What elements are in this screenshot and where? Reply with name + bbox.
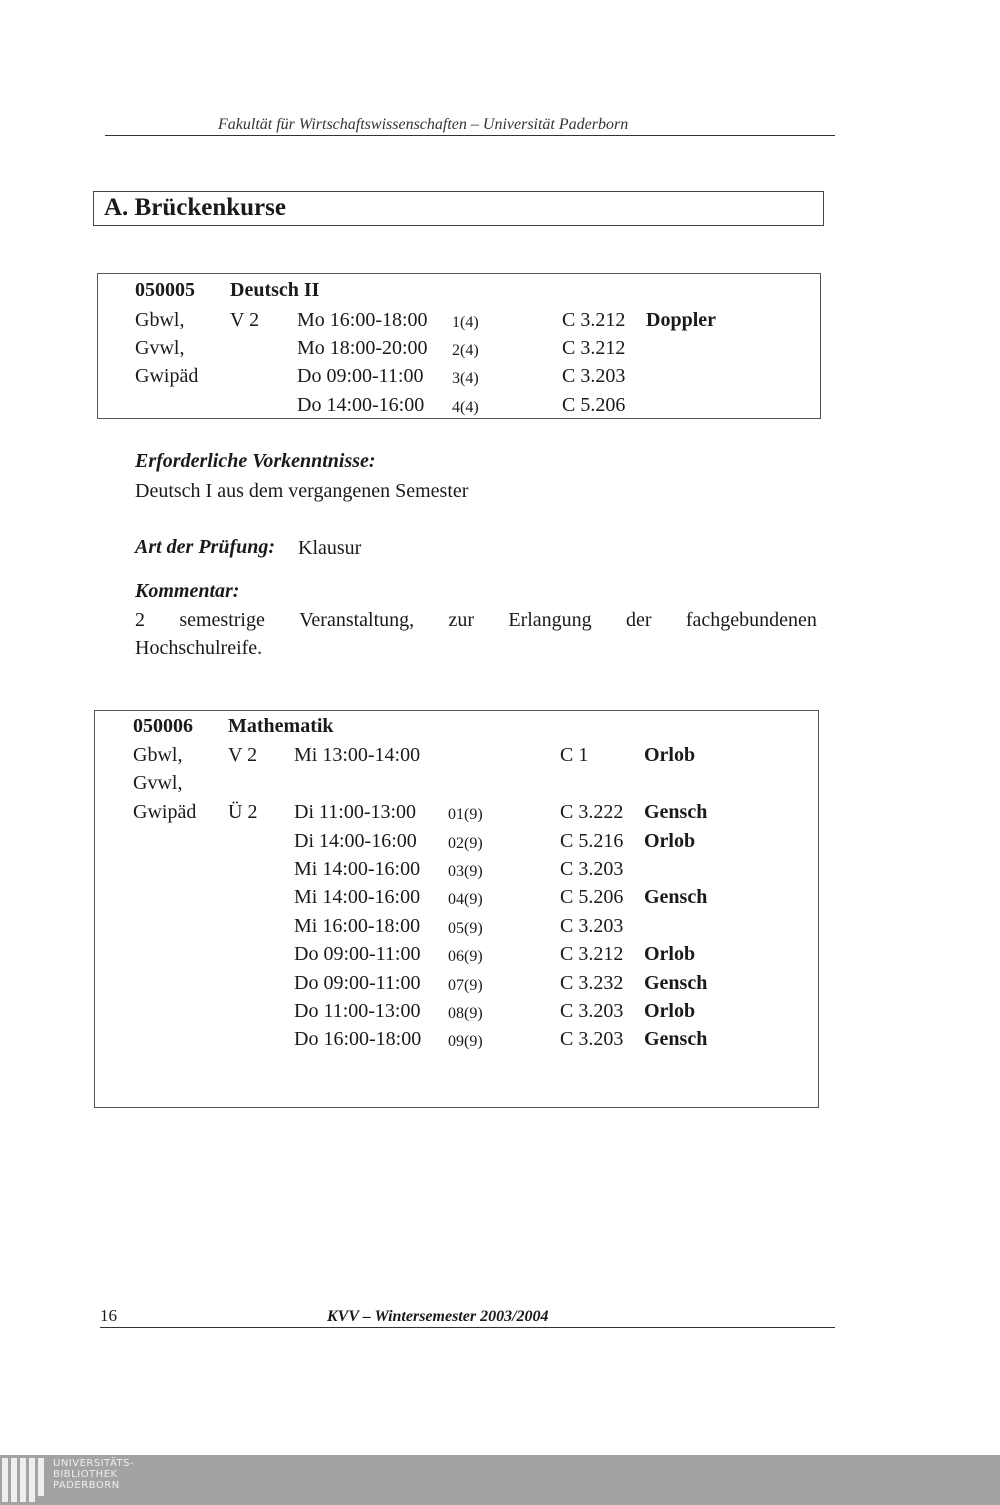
- cell-time: Di 11:00-13:00: [294, 801, 417, 823]
- comment-word: der: [626, 609, 652, 631]
- cell-type: Ü 2: [228, 801, 258, 823]
- cell-lecturer: Doppler: [646, 309, 716, 331]
- cell-room: C 1: [560, 744, 589, 766]
- comment-line-2: Hochschulreife.: [135, 637, 263, 659]
- course-title: Deutsch II: [230, 279, 320, 301]
- cell-group: 07(9): [448, 977, 483, 994]
- cell-lecturer: Gensch: [644, 972, 708, 994]
- cell-group: 04(9): [448, 891, 483, 908]
- cell-lecturer: Orlob: [644, 1000, 696, 1022]
- cell-lecturer: Orlob: [644, 830, 696, 852]
- cell-audience: Gbwl,: [133, 744, 183, 766]
- cell-room: C 3.203: [560, 1028, 624, 1050]
- cell-time: Do 09:00-11:00: [294, 972, 421, 994]
- cell-time: Mi 13:00-14:00: [294, 744, 421, 766]
- cell-room: C 3.212: [560, 943, 624, 965]
- prereq-label: Erforderliche Vorkenntnisse:: [135, 450, 376, 472]
- cell-lecturer: Gensch: [644, 886, 708, 908]
- cell-audience: Gwipäd: [135, 365, 199, 387]
- page-footer: KVV – Wintersemester 2003/2004: [327, 1308, 549, 1325]
- page-header: Fakultät für Wirtschaftswissenschaften –…: [218, 116, 629, 133]
- cell-room: C 3.212: [562, 309, 626, 331]
- cell-group: 08(9): [448, 1005, 483, 1022]
- cell-room: C 3.203: [562, 365, 626, 387]
- comment-word: 2: [135, 609, 145, 631]
- comment-label: Kommentar:: [135, 580, 240, 602]
- comment-word: zur: [448, 609, 475, 631]
- cell-room: C 3.203: [560, 858, 624, 880]
- cell-time: Do 11:00-13:00: [294, 1000, 421, 1022]
- cell-group: 4(4): [452, 399, 479, 416]
- footer-rule: [100, 1327, 835, 1328]
- cell-time: Do 09:00-11:00: [294, 943, 421, 965]
- cell-time: Do 09:00-11:00: [297, 365, 424, 387]
- course-table-2: [94, 710, 819, 1108]
- comment-word: Erlangung: [508, 609, 592, 631]
- course-table-1: [97, 273, 821, 419]
- exam-label: Art der Prüfung:: [135, 536, 276, 558]
- cell-audience: Gvwl,: [135, 337, 185, 359]
- cell-lecturer: Orlob: [644, 943, 696, 965]
- cell-type: V 2: [230, 309, 260, 331]
- cell-room: C 3.232: [560, 972, 624, 994]
- cell-time: Di 14:00-16:00: [294, 830, 417, 852]
- cell-type: V 2: [228, 744, 258, 766]
- logo-line-3: PADERBORN: [53, 1480, 120, 1491]
- cell-group: 05(9): [448, 920, 483, 937]
- cell-time: Mi 14:00-16:00: [294, 858, 421, 880]
- cell-time: Do 16:00-18:00: [294, 1028, 422, 1050]
- cell-time: Mo 16:00-18:00: [297, 309, 428, 331]
- course-number: 050005: [135, 279, 195, 301]
- cell-room: C 5.216: [560, 830, 624, 852]
- cell-room: C 3.222: [560, 801, 624, 823]
- prereq-text: Deutsch I aus dem vergangenen Semester: [135, 480, 469, 502]
- cell-lecturer: Gensch: [644, 1028, 708, 1050]
- logo-line-1: UNIVERSITÄTS-: [53, 1458, 135, 1469]
- cell-group: 06(9): [448, 948, 483, 965]
- course-number: 050006: [133, 715, 193, 737]
- header-rule: [105, 135, 835, 136]
- cell-time: Do 14:00-16:00: [297, 394, 425, 416]
- cell-room: C 3.203: [560, 915, 624, 937]
- cell-group: 09(9): [448, 1033, 483, 1050]
- cell-group: 3(4): [452, 370, 479, 387]
- page-number: 16: [100, 1306, 117, 1325]
- cell-group: 2(4): [452, 342, 479, 359]
- comment-word: semestrige: [179, 609, 265, 631]
- cell-group: 03(9): [448, 863, 483, 880]
- comment-line-1: 2 semestrige Veranstaltung, zur Erlangung der…: [135, 608, 817, 632]
- cell-lecturer: Gensch: [644, 801, 708, 823]
- section-title: A. Brückenkurse: [104, 194, 286, 221]
- cell-group: 1(4): [452, 314, 479, 331]
- cell-lecturer: Orlob: [644, 744, 696, 766]
- cell-room: C 3.203: [560, 1000, 624, 1022]
- cell-audience: Gbwl,: [135, 309, 185, 331]
- cell-time: Mi 14:00-16:00: [294, 886, 421, 908]
- section-box: [93, 191, 824, 226]
- cell-room: C 5.206: [562, 394, 626, 416]
- comment-word: Veranstaltung,: [299, 609, 415, 631]
- cell-audience: Gwipäd: [133, 801, 197, 823]
- cell-time: Mo 18:00-20:00: [297, 337, 428, 359]
- cell-time: Mi 16:00-18:00: [294, 915, 421, 937]
- cell-group: 01(9): [448, 806, 483, 823]
- cell-audience: Gvwl,: [133, 772, 183, 794]
- exam-text: Klausur: [298, 537, 362, 559]
- course-title: Mathematik: [228, 715, 334, 737]
- library-logo: UNIVERSITÄTS- BIBLIOTHEK PADERBORN: [0, 1455, 1000, 1505]
- comment-word: fachgebundenen: [685, 609, 817, 631]
- cell-group: 02(9): [448, 835, 483, 852]
- cell-room: C 5.206: [560, 886, 624, 908]
- cell-room: C 3.212: [562, 337, 626, 359]
- logo-line-2: BIBLIOTHEK: [53, 1469, 118, 1480]
